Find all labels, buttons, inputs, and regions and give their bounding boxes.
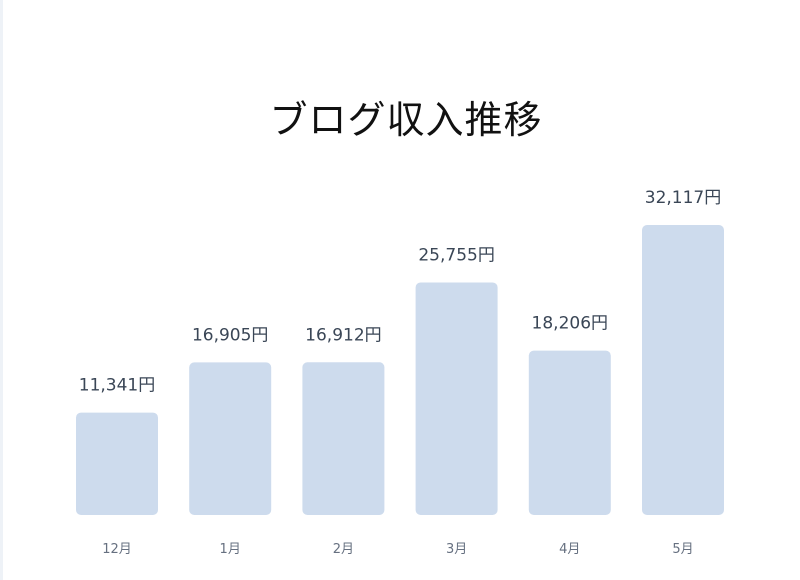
bar-5 xyxy=(528,350,611,515)
chart-title: ブログ収入推移 xyxy=(269,98,543,142)
x-tick-label: 3月 xyxy=(446,542,467,557)
x-tick-label: 12月 xyxy=(102,542,132,557)
bar-value-label: 16,905円 xyxy=(192,325,268,345)
bar-value-label: 11,341円 xyxy=(79,376,155,396)
bar-value-label: 18,206円 xyxy=(532,314,608,334)
bar-4 xyxy=(415,282,498,515)
bar-1 xyxy=(76,412,158,515)
x-tick-label: 2月 xyxy=(333,542,354,557)
x-tick-label: 1月 xyxy=(220,542,241,557)
bar-3 xyxy=(302,362,385,515)
value-labels-group: 11,341円 16,905円 16,912円 25,755円 18,206円 32,11… xyxy=(79,188,721,396)
x-tick-label: 5月 xyxy=(672,542,693,557)
bar-value-label: 25,755円 xyxy=(418,245,494,265)
bar-6 xyxy=(642,225,724,515)
x-tick-labels-group: 12月 1月 2月 3月 4月 5月 xyxy=(102,542,693,557)
x-tick-label: 4月 xyxy=(559,542,580,557)
bar-value-label: 16,912円 xyxy=(305,325,381,345)
bar-2 xyxy=(189,362,272,515)
page-edge xyxy=(0,0,3,580)
bars-group xyxy=(76,225,724,515)
bar-value-label: 32,117円 xyxy=(645,188,721,208)
